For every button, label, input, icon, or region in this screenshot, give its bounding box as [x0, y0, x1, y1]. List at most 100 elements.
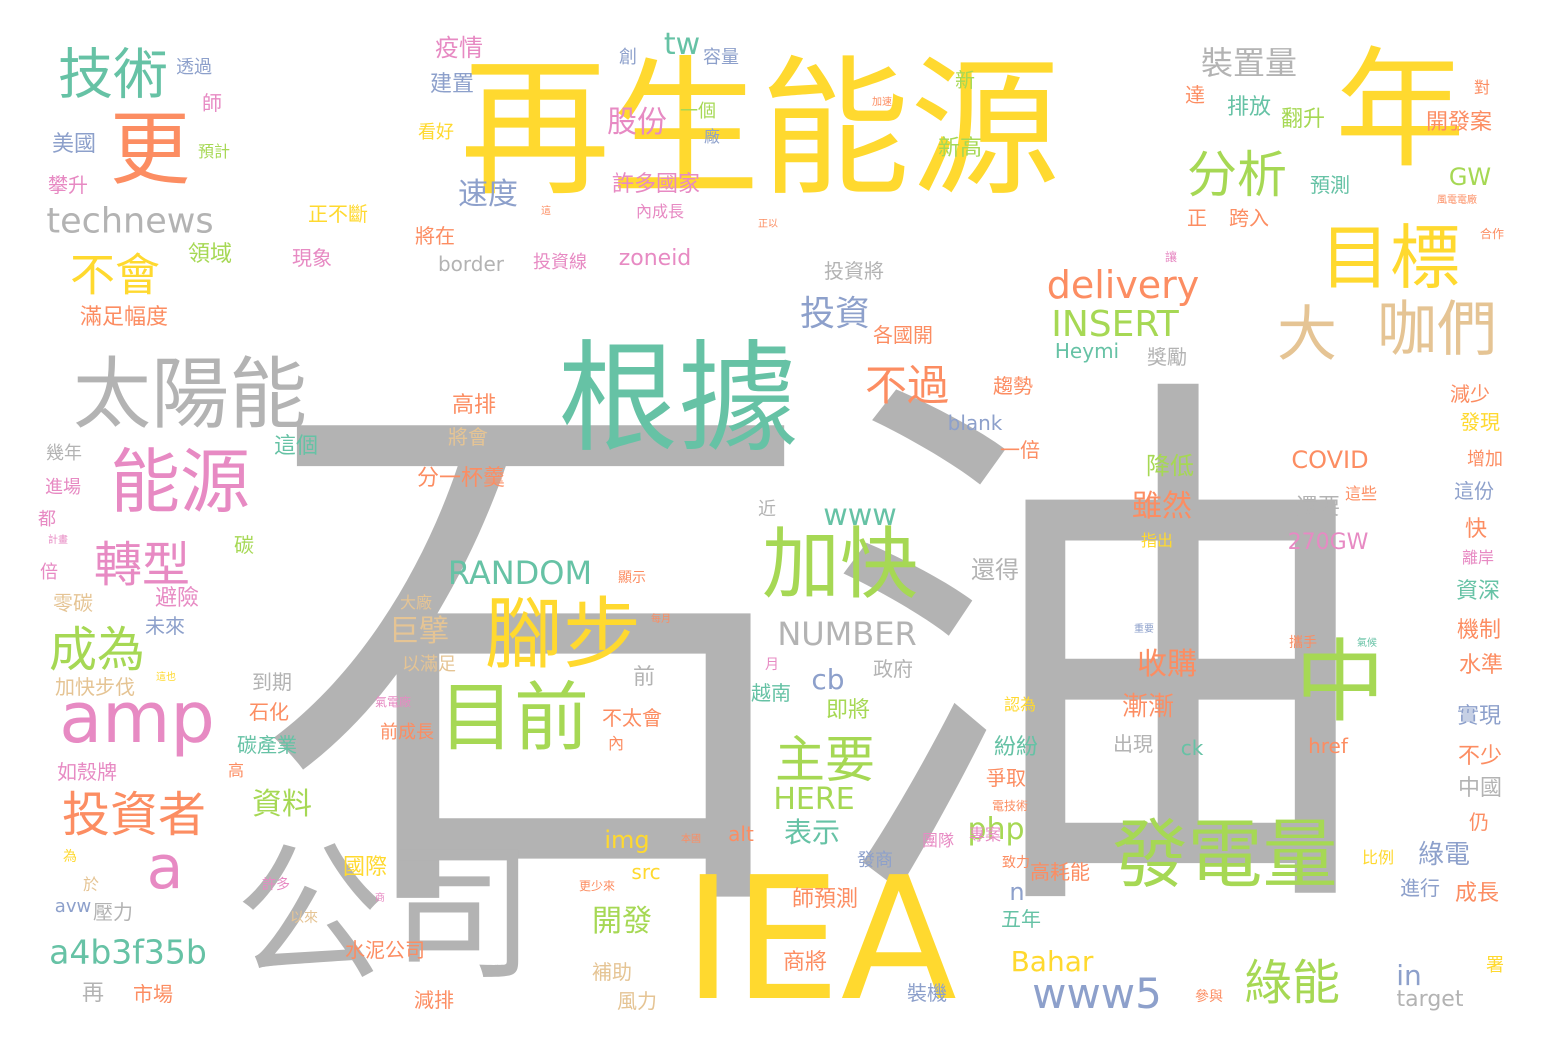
cloud-word-term-33: 不過: [864, 361, 950, 410]
cloud-word-term-73: 攀升: [48, 173, 88, 197]
cloud-word-term-88: 達: [1185, 83, 1205, 107]
cloud-word-term-173: 裝機: [907, 981, 947, 1005]
cloud-word-bahar-55: Bahar: [1010, 945, 1094, 978]
cloud-word-term-111: 綠電: [1417, 840, 1471, 870]
cloud-word-term-120: 都: [38, 509, 56, 530]
cloud-word-term-192: 重要: [1134, 624, 1154, 635]
cloud-word-term-24: 不會: [69, 248, 161, 302]
cloud-word-term-103: 機制: [1456, 618, 1502, 643]
cloud-word-term-135: 不太會: [602, 706, 662, 730]
cloud-word-term-149: 近: [758, 499, 776, 520]
cloud-word-term-169: 水泥公司: [345, 938, 425, 962]
cloud-word-term-78: 將在: [415, 224, 455, 248]
cloud-word-term-72: 美國: [51, 132, 97, 157]
cloud-word-term-123: 碳: [234, 533, 254, 557]
cloud-word-alt-60: alt: [728, 822, 754, 846]
cloud-word-term-152: 獎勵: [1147, 345, 1187, 369]
cloud-word-term-76: 看好: [418, 122, 454, 143]
cloud-word-term-12: 大: [1277, 300, 1337, 370]
cloud-word-term-182: 更少來: [578, 879, 616, 893]
cloud-word-term-161: 創: [619, 47, 637, 68]
cloud-word-insert-28: INSERT: [1051, 304, 1179, 345]
cloud-word-term-104: 水準: [1458, 653, 1504, 678]
cloud-word-term-108: 仍: [1469, 810, 1489, 834]
cloud-word-img-58: img: [604, 826, 650, 854]
cloud-word-term-141: 政府: [873, 657, 913, 681]
cloud-word-term-159: 一個: [680, 101, 716, 122]
cloud-word-term-163: 認為: [1003, 695, 1037, 714]
cloud-word-term-112: 比例: [1361, 848, 1395, 867]
cloud-word-delivery-27: delivery: [1046, 263, 1200, 307]
cloud-word-in-56: in: [1396, 959, 1422, 992]
cloud-word-ck-62: ck: [1180, 736, 1204, 760]
cloud-word-term-54: 開發: [592, 904, 652, 939]
cloud-word-zoneid-65: zoneid: [618, 246, 692, 271]
cloud-word-term-193: 這些: [1344, 484, 1378, 503]
cloud-word-term-156: 投資將: [824, 259, 884, 283]
cloud-word-number-35: NUMBER: [777, 615, 917, 653]
cloud-word-term-136: 內: [607, 734, 625, 753]
cloud-word-term-162: 容量: [703, 47, 739, 68]
cloud-word-term-179: 許多: [262, 877, 290, 893]
cloud-word-term-124: 避險: [154, 586, 200, 611]
cloud-word-term-196: 正以: [758, 219, 778, 230]
cloud-word-term-17: 目前: [438, 673, 590, 762]
cloud-word-term-30: 綠能: [1243, 955, 1341, 1011]
cloud-word-term-188: 大廠: [399, 593, 433, 612]
cloud-word-term-87: 翻升: [1280, 107, 1326, 132]
cloud-word-term-92: 開發案: [1425, 110, 1493, 135]
cloud-word-term-97: 發現: [1460, 410, 1500, 434]
cloud-word-term-9: 技術: [57, 42, 169, 107]
cloud-word-term-86: 排放: [1226, 95, 1272, 120]
cloud-word-term-93: 對: [1473, 78, 1491, 97]
cloud-word-term-89: 預測: [1310, 173, 1350, 197]
cloud-word-term-185: 團隊: [921, 831, 955, 850]
cloud-word-term-160: 廠: [703, 127, 721, 146]
cloud-word-heymi-66: Heymi: [1054, 339, 1120, 363]
cloud-word-term-98: 增加: [1467, 449, 1503, 470]
cloud-word-term-5: 公司: [234, 828, 536, 1002]
cloud-word-term-101: 離岸: [1461, 548, 1495, 567]
cloud-word-term-14: 發電量: [1112, 810, 1338, 899]
cloud-word-term-126: 零碳: [53, 591, 93, 615]
cloud-word-term-107: 中國: [1457, 776, 1503, 801]
cloud-word-www5-29: www5: [1032, 969, 1162, 1018]
cloud-word-term-195: 這: [541, 206, 551, 217]
cloud-word-here-37: HERE: [773, 782, 855, 817]
cloud-word-term-85: 新: [955, 68, 975, 92]
cloud-word-term-171: 師預測: [791, 887, 859, 912]
cloud-word-term-122: 倍: [40, 562, 58, 583]
cloud-word-href-61: href: [1308, 734, 1348, 758]
cloud-word-term-164: 攜手: [1289, 635, 1317, 651]
cloud-word-term-74: 師: [202, 91, 222, 115]
cloud-word-term-94: 風電電廠: [1437, 195, 1477, 206]
cloud-word-term-80: 現象: [292, 246, 332, 270]
cloud-word-term-138: 以滿足: [402, 654, 456, 675]
cloud-word-term-0: 石油: [260, 334, 1380, 986]
cloud-word-term-151: 還得: [971, 556, 1019, 584]
cloud-word-term-82: 許多國家: [611, 172, 701, 197]
cloud-word-term-15: 加快: [761, 520, 919, 610]
cloud-word-term-145: 電技術: [991, 799, 1029, 813]
cloud-word-term-187: 顯示: [618, 570, 646, 586]
cloud-word-term-114: 高排: [451, 393, 497, 418]
cloud-word-term-11: 咖們: [1377, 295, 1497, 365]
cloud-word-term-177: 市場: [133, 982, 173, 1006]
cloud-word-term-191: 氣電廠: [374, 695, 412, 709]
cloud-word-term-51: 降低: [1146, 452, 1194, 480]
cloud-word-term-79: 領域: [187, 242, 233, 267]
cloud-word-term-50: 雖然: [1132, 489, 1192, 524]
cloud-word-term-153: 趨勢: [993, 374, 1033, 398]
cloud-word-border-64: border: [437, 252, 505, 276]
cloud-word-term-96: 減少: [1450, 382, 1490, 406]
cloud-word-term-165: 氣候: [1357, 638, 1377, 649]
cloud-word-term-174: 發商: [857, 850, 893, 871]
cloud-word-term-75: 預計: [197, 142, 231, 161]
cloud-word-term-2: 年: [1334, 34, 1466, 186]
cloud-word-term-22: 成為: [48, 622, 146, 678]
cloud-word-term-118: 幾年: [46, 443, 82, 464]
cloud-word-term-180: 以來: [290, 910, 318, 926]
cloud-word-term-178: 參與: [1195, 989, 1223, 1005]
cloud-word-term-146: 致力: [1002, 855, 1030, 871]
cloud-word-term-13: 中: [1295, 630, 1385, 735]
